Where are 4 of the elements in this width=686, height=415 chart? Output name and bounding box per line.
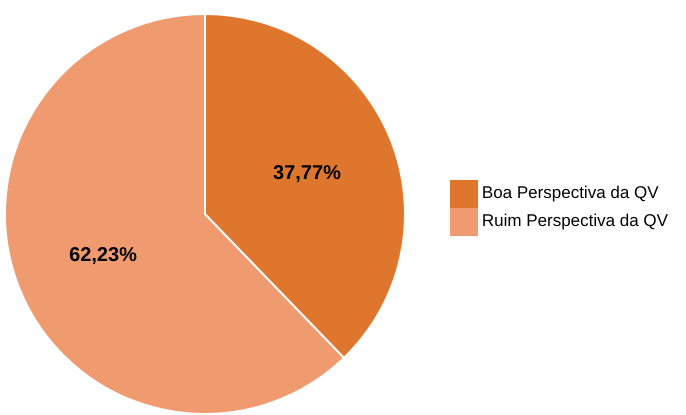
legend-label: Boa Perspectiva da QV: [482, 182, 659, 202]
legend-label: Ruim Perspectiva da QV: [482, 210, 668, 230]
data-label: 62,23%: [69, 244, 138, 266]
data-label: 37,77%: [273, 162, 342, 184]
